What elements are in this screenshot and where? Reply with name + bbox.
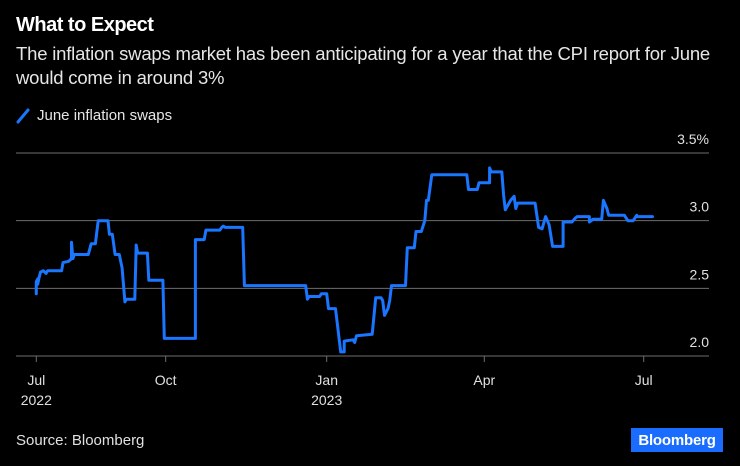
x-tick-label: Jul xyxy=(27,372,45,388)
y-tick-label: 3.0 xyxy=(690,199,710,215)
x-tick-label: Jul xyxy=(635,372,653,388)
y-tick-label: 2.0 xyxy=(690,334,710,350)
legend-swatch-icon xyxy=(16,108,30,123)
chart-title: What to Expect xyxy=(16,14,154,36)
x-axis: Jul 2022 Oct Jan 2023 Apr Jul xyxy=(21,356,653,408)
x-tick-label: Jan xyxy=(315,372,338,388)
gridlines xyxy=(16,152,709,357)
x-tick-year-label: 2023 xyxy=(311,392,342,408)
y-tick-label: 3.5% xyxy=(677,131,709,147)
series-layer xyxy=(34,166,654,354)
x-tick-label: Apr xyxy=(473,372,495,388)
y-tick-label: 2.5 xyxy=(690,266,710,282)
y-axis-labels: 3.5% 3.0 2.5 2.0 xyxy=(677,131,709,350)
legend: June inflation swaps xyxy=(16,107,172,124)
chart-subtitle: The inflation swaps market has been anti… xyxy=(16,43,711,88)
x-tick-year-label: 2022 xyxy=(21,392,52,408)
source-note: Source: Bloomberg xyxy=(16,432,145,449)
legend-label: June inflation swaps xyxy=(37,107,173,124)
x-tick-label: Oct xyxy=(155,372,177,388)
bloomberg-logo: Bloomberg xyxy=(631,428,723,452)
series-line-june-inflation-swaps xyxy=(34,166,654,354)
